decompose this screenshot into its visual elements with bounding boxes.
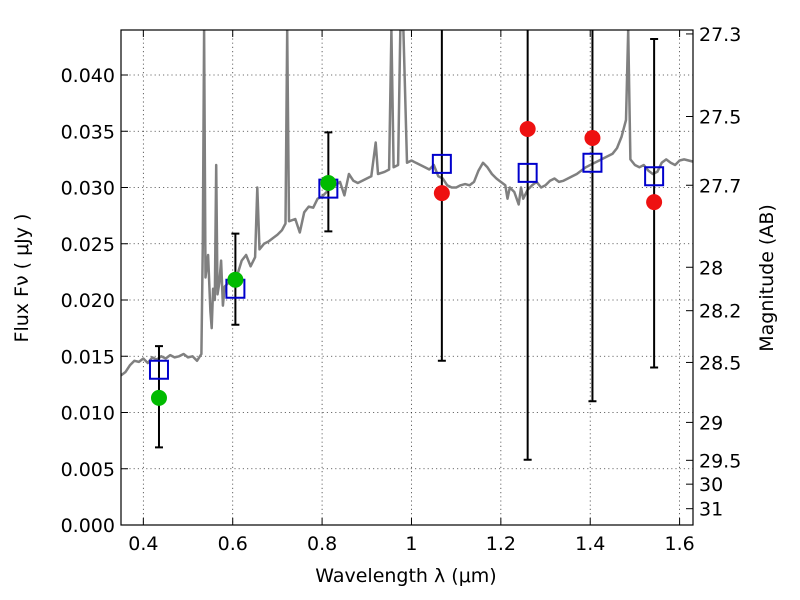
y-tick-label: 0.035 (61, 121, 115, 143)
x-tick-label: 1.2 (486, 533, 516, 555)
y2-tick-label: 28.2 (699, 301, 741, 323)
y2-tick-label: 29.5 (699, 450, 741, 472)
y-tick-label: 0.025 (61, 234, 115, 256)
upper-limit-point (433, 185, 450, 202)
x-tick-label: 0.8 (307, 533, 337, 555)
y2-tick-label: 28.5 (699, 352, 741, 374)
upper-limit-point (646, 194, 663, 211)
ticks (121, 30, 693, 526)
y2-tick-label: 31 (699, 499, 723, 521)
y-axis-label: Flux Fν ( μJy ) (11, 214, 33, 343)
y-tick-label: 0.000 (61, 515, 115, 537)
detection-point (150, 389, 167, 406)
grid (121, 30, 693, 525)
y2-tick-label: 27.7 (699, 175, 741, 197)
x-tick-label: 0.6 (218, 533, 248, 555)
plot-frame (120, 29, 694, 526)
model-point (582, 152, 603, 173)
x-tick-label: 1.4 (575, 533, 605, 555)
y2-tick-label: 29 (699, 412, 723, 434)
x-tick-label: 0.4 (128, 533, 158, 555)
model-point (517, 162, 538, 183)
upper-limit-point (519, 121, 536, 137)
detection-point (320, 175, 337, 191)
detection-point (227, 271, 244, 288)
spectrum-line (121, 30, 693, 377)
y-tick-label: 0.020 (61, 290, 115, 312)
y-tick-label: 0.030 (61, 178, 115, 200)
y2-tick-label: 30 (699, 474, 723, 496)
y2-tick-label: 28 (699, 257, 723, 279)
y2-tick-label: 27.3 (699, 24, 741, 46)
y-tick-label: 0.005 (61, 459, 115, 481)
y2-tick-label: 27.5 (699, 107, 741, 129)
y-tick-label: 0.040 (61, 65, 115, 87)
x-tick-label: 1 (405, 533, 417, 555)
x-axis-label: Wavelength λ (μm) (315, 565, 496, 587)
model-point (644, 166, 665, 187)
model-point (431, 153, 452, 174)
photometry-points (150, 121, 663, 406)
y-tick-label: 0.015 (61, 346, 115, 368)
x-tick-label: 1.6 (664, 533, 694, 555)
upper-limit-point (584, 130, 601, 146)
spectrum-series (121, 30, 693, 377)
tick-labels: 0.4 0.6 0.8 1 1.2 1.4 1.6 0.000 0.005 0.010 0.015 0… (61, 24, 742, 555)
y2-axis-label: Magnitude (AB) (756, 204, 778, 352)
error-bars (154, 30, 659, 461)
model-point (148, 359, 169, 380)
y-tick-label: 0.010 (61, 403, 115, 425)
